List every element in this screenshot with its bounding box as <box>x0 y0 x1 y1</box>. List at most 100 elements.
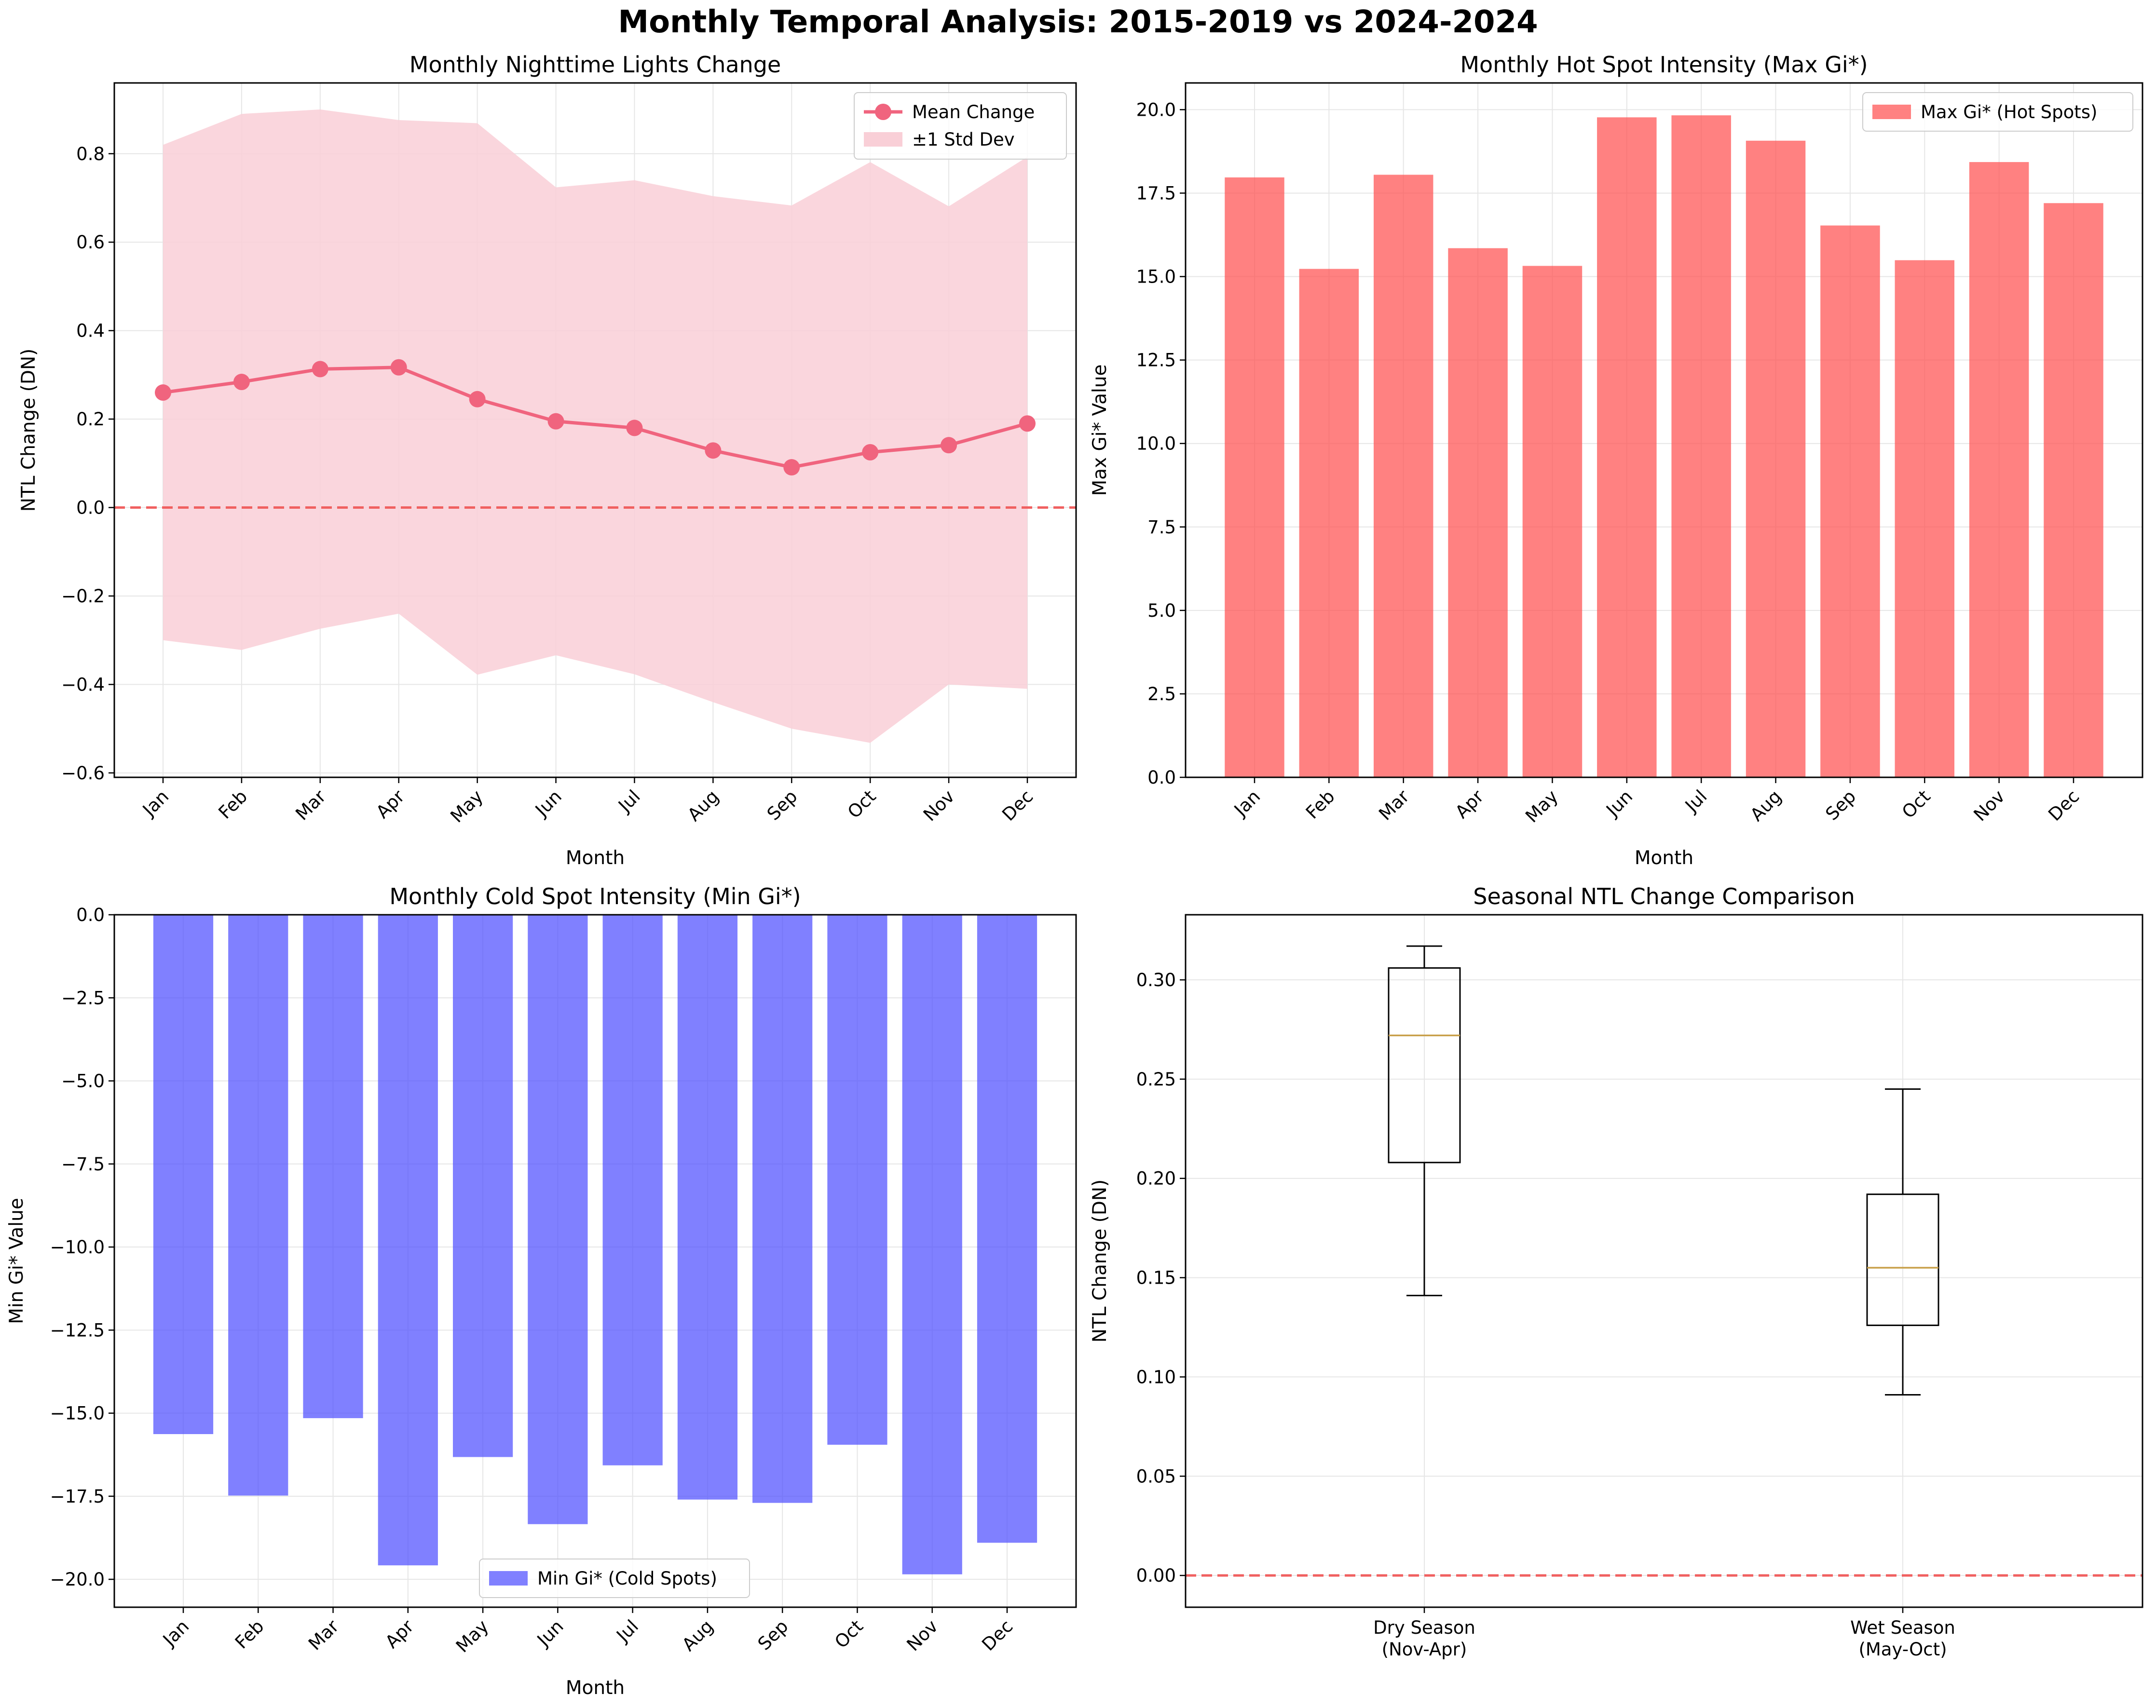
x-tick-label: Oct <box>1898 786 1935 823</box>
bar <box>1746 140 1806 777</box>
mean-change-point <box>626 420 643 436</box>
chart-title: Monthly Hot Spot Intensity (Max Gi*) <box>1460 52 1868 78</box>
y-tick-label: 0.05 <box>1136 1466 1176 1487</box>
bar <box>1522 266 1583 777</box>
y-axis-label: NTL Change (DN) <box>1089 1179 1111 1342</box>
mean-change-point <box>705 442 722 459</box>
y-tick-label: −7.5 <box>61 1154 105 1175</box>
seasonal-box-plot: 0.00 0.05 0.10 0.15 0.20 0.25 0.30 Seasonal NTL… <box>1089 883 2143 1660</box>
cold-spot-bar-chart: 0.0 −2.5 −5.0 −7.5 −10.0 −12.5 −15.0 −17.5 −20.0… <box>6 883 1077 1699</box>
y-axis-label: Max Gi* Value <box>1089 364 1111 496</box>
mean-change-point <box>233 374 250 391</box>
iqr-box <box>1866 1193 1939 1326</box>
x-tick-label: Aug <box>683 786 723 825</box>
x-axis-label: Month <box>1635 847 1693 869</box>
x-tick-label: Feb <box>215 786 252 823</box>
bar <box>1969 162 2029 778</box>
x-tick-label: Aug <box>678 1616 717 1655</box>
bar <box>827 915 887 1445</box>
mean-change-point <box>155 384 171 401</box>
y-tick-label: 0.0 <box>76 905 105 925</box>
x-tick-label: Dec <box>2044 786 2083 825</box>
mean-change-point <box>783 459 800 476</box>
bar <box>1671 115 1731 778</box>
x-tick-label: May <box>1521 786 1562 827</box>
x-tick-label: Sep <box>763 786 802 825</box>
y-tick-label: 0.0 <box>1147 767 1176 788</box>
x-tick-label: Dry Season <box>1373 1617 1475 1638</box>
bar <box>2044 203 2103 778</box>
x-tick-label: May <box>447 786 487 827</box>
bar <box>1895 260 1955 777</box>
x-tick-label: Apr <box>1451 786 1488 822</box>
legend-label: Min Gi* (Cold Spots) <box>537 1568 717 1589</box>
x-tick-label: Jan <box>1229 786 1264 821</box>
y-tick-label: 0.2 <box>76 409 105 430</box>
bar <box>977 915 1037 1543</box>
y-tick-label: −20.0 <box>50 1569 105 1590</box>
axes-frame <box>1185 914 2143 1608</box>
x-tick-label: (May-Oct) <box>1858 1639 1947 1660</box>
y-tick-label: 7.5 <box>1147 517 1176 538</box>
y-tick-label: 15.0 <box>1136 267 1176 287</box>
y-tick-label: −0.6 <box>61 763 105 784</box>
x-tick-label: (Nov-Apr) <box>1382 1639 1467 1660</box>
legend-label: ±1 Std Dev <box>912 129 1015 150</box>
legend-marker-swatch <box>875 104 891 120</box>
y-tick-label: 17.5 <box>1136 183 1176 203</box>
x-tick-label: Feb <box>1302 786 1339 823</box>
bar <box>1225 177 1284 777</box>
x-tick-label: Jul <box>614 786 644 816</box>
x-axis-label: Month <box>566 847 625 869</box>
mean-change-point <box>941 437 957 454</box>
y-tick-label: 0.30 <box>1136 970 1176 990</box>
mean-change-point <box>469 391 486 407</box>
x-tick-label: May <box>452 1616 492 1656</box>
y-tick-label: −2.5 <box>61 988 105 1008</box>
bar <box>452 915 513 1457</box>
y-tick-label: 2.5 <box>1147 684 1176 705</box>
legend-band-swatch <box>864 132 902 147</box>
y-tick-label: 0.15 <box>1136 1268 1176 1288</box>
legend-label: Max Gi* (Hot Spots) <box>1921 102 2097 122</box>
legend-bar-swatch <box>1872 105 1911 119</box>
x-tick-label: Jan <box>138 786 173 821</box>
x-tick-label: Aug <box>1746 786 1785 825</box>
y-axis-label: NTL Change (DN) <box>18 349 40 512</box>
mean-change-point <box>390 359 407 376</box>
x-tick-label: Mar <box>291 786 330 824</box>
x-tick-label: Mar <box>304 1615 343 1654</box>
x-axis-label: Month <box>566 1677 625 1699</box>
mean-change-line <box>163 366 1028 469</box>
chart-title: Monthly Cold Spot Intensity (Min Gi*) <box>389 883 801 909</box>
x-tick-label: Apr <box>382 1615 418 1652</box>
y-tick-label: −0.2 <box>61 586 105 607</box>
y-tick-label: −0.4 <box>61 674 105 695</box>
y-tick-label: 0.8 <box>76 144 105 164</box>
bar <box>1299 269 1359 777</box>
y-tick-label: −12.5 <box>50 1320 105 1341</box>
y-tick-label: 10.0 <box>1136 434 1176 454</box>
mean-change-point <box>312 361 328 378</box>
x-tick-label: Jul <box>1680 786 1711 816</box>
y-tick-label: −15.0 <box>50 1403 105 1424</box>
y-tick-label: 20.0 <box>1136 99 1176 120</box>
x-tick-label: Jun <box>531 786 566 821</box>
y-tick-label: 0.0 <box>76 498 105 518</box>
legend-box <box>854 92 1067 160</box>
y-tick-label: 0.00 <box>1136 1565 1176 1586</box>
x-tick-label: Sep <box>754 1616 792 1654</box>
bar <box>902 915 962 1574</box>
x-tick-label: Mar <box>1375 786 1413 824</box>
y-axis-label: Min Gi* Value <box>6 1198 27 1324</box>
iqr-box <box>1388 967 1461 1164</box>
bar <box>1373 175 1433 777</box>
bar <box>228 915 288 1496</box>
x-tick-label: Oct <box>844 786 880 823</box>
y-tick-label: −5.0 <box>61 1071 105 1092</box>
x-tick-label: Jan <box>158 1616 193 1651</box>
legend-box <box>479 1559 750 1598</box>
legend-label: Mean Change <box>912 102 1035 122</box>
bar <box>1448 248 1508 777</box>
